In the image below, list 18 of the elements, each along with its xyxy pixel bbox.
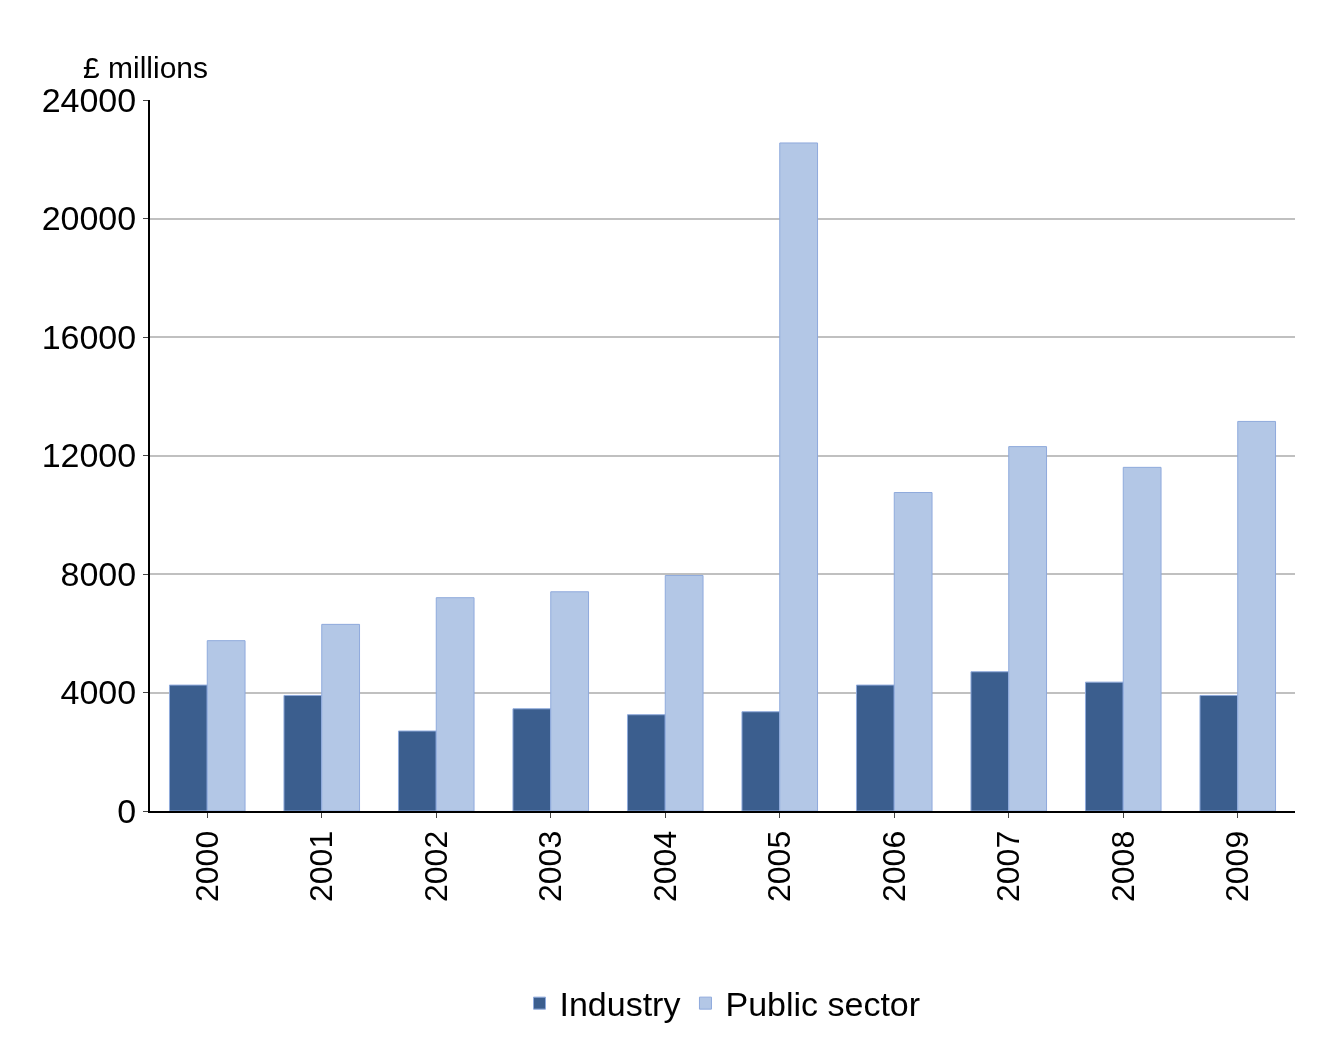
x-tick-label: 2005 [761,830,798,902]
x-tick-label: 2007 [990,830,1027,902]
x-tick-label: 2001 [303,830,340,902]
y-tick-label: 12000 [41,436,137,475]
y-tick-label: 20000 [41,199,137,238]
y-tick-label: 8000 [60,554,137,593]
x-tick-label: 2008 [1104,830,1141,902]
x-tick-label: 2004 [646,830,683,902]
x-tick-label: 2009 [1219,830,1256,902]
y-tick-label: 0 [117,791,137,830]
x-tick-label: 2000 [188,830,225,902]
x-tick-label: 2006 [875,830,912,902]
legend-label: Industry [559,985,681,1024]
y-tick-label: 4000 [60,673,137,712]
x-tick-label: 2003 [532,830,569,902]
x-tick-label: 2002 [417,830,454,902]
y-tick-label: 16000 [41,317,137,356]
legend-label: Public sector [725,985,921,1024]
